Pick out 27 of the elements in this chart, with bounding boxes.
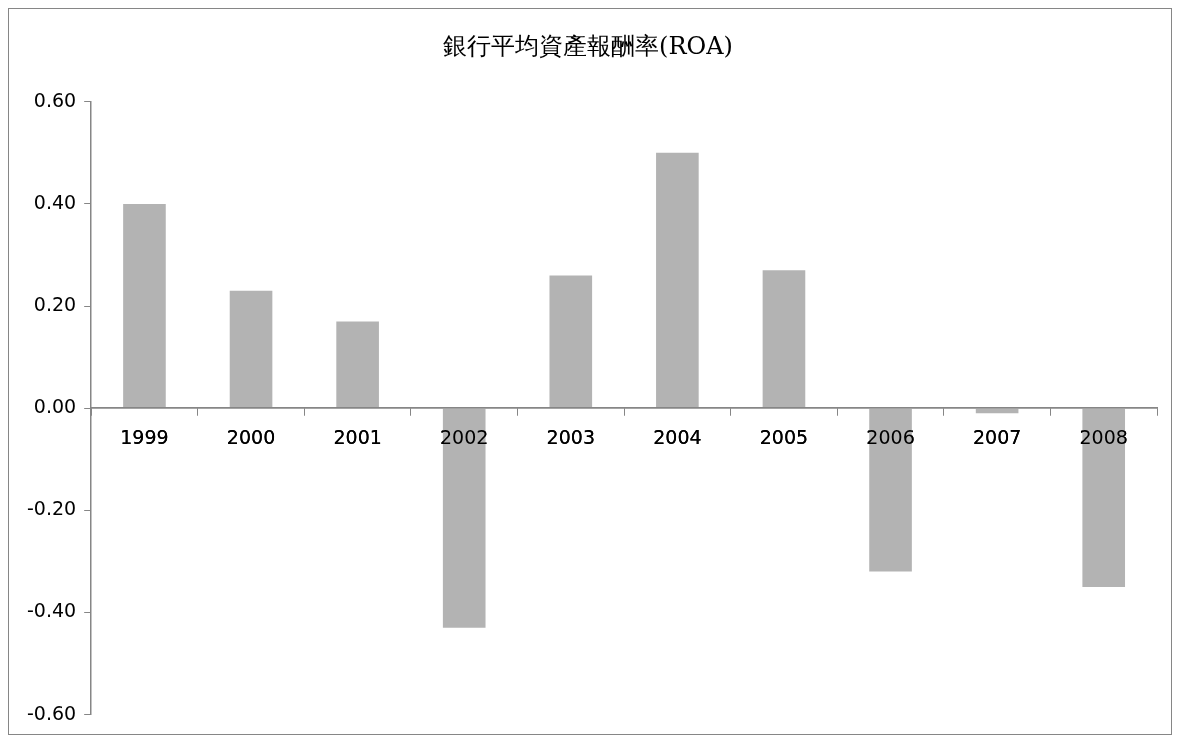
y-tick-label: -0.60 — [26, 701, 77, 724]
x-tick-label: 2003 — [546, 425, 595, 448]
bar — [549, 275, 593, 408]
bar — [229, 290, 273, 408]
bar — [442, 408, 486, 628]
x-tick-label: 2002 — [440, 425, 489, 448]
x-tick-label: 2006 — [866, 425, 915, 448]
y-tick-label: 0.20 — [33, 293, 77, 315]
bar — [656, 152, 699, 408]
x-tick-label: 1999 — [120, 425, 169, 448]
x-tick-label: 2007 — [972, 425, 1022, 448]
bar — [123, 203, 166, 408]
x-tick-label: 2008 — [1079, 425, 1128, 448]
y-tick-label: -0.40 — [26, 599, 77, 622]
y-tick-label: 0.60 — [33, 88, 77, 111]
chart-title: 銀行平均資產報酬率(ROA) — [443, 31, 733, 60]
x-tick-label: 2004 — [653, 425, 702, 448]
y-tick-label: 0.40 — [33, 190, 77, 213]
x-tick-label: 2005 — [759, 425, 809, 448]
y-tick-label: -0.20 — [26, 497, 77, 520]
bar — [762, 270, 806, 408]
y-tick-label: 0.00 — [33, 395, 77, 418]
bar — [1082, 408, 1126, 587]
x-tick-label: 2001 — [333, 425, 382, 448]
bar — [869, 408, 912, 572]
x-tick-label: 2000 — [226, 425, 276, 448]
bar — [336, 321, 379, 408]
